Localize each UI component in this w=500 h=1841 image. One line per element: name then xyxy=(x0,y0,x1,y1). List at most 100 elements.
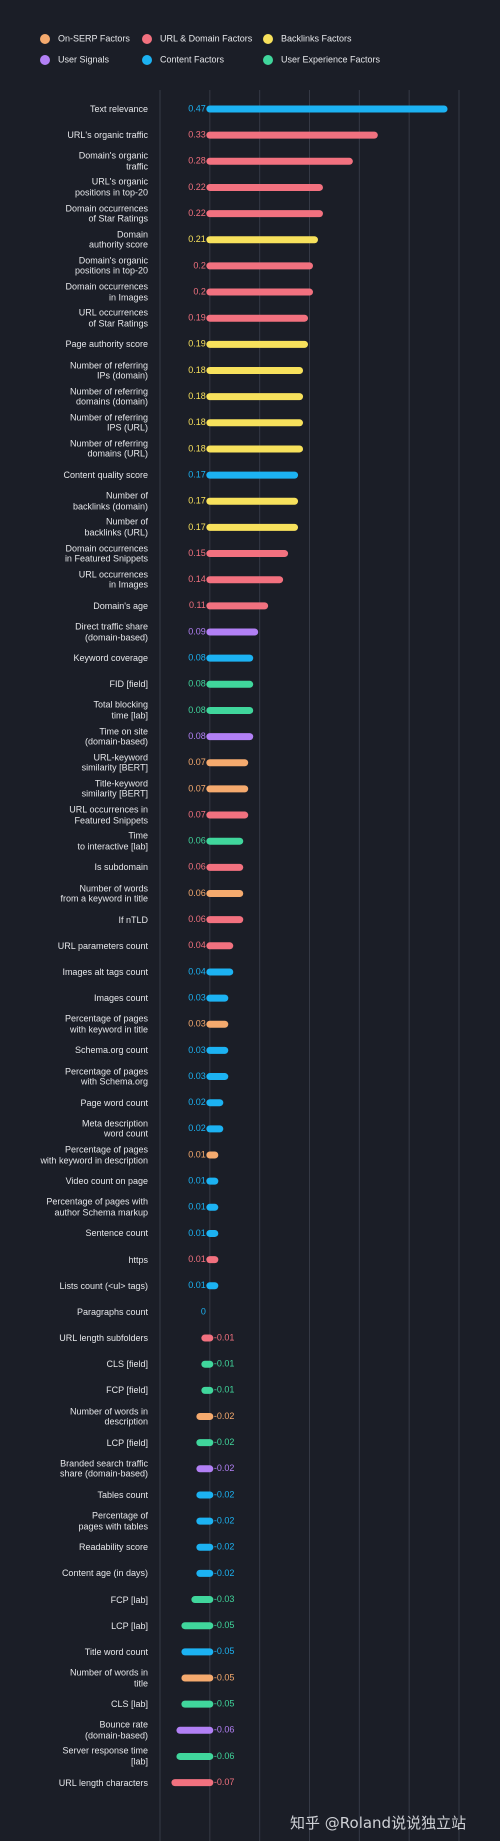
value-label: 0.18 xyxy=(188,443,206,453)
value-label: 0.22 xyxy=(188,182,206,192)
value-label: 0 xyxy=(201,1306,206,1316)
legend-label: On-SERP Factors xyxy=(58,33,130,43)
value-label: 0.17 xyxy=(188,496,206,506)
legend-label: User Experience Factors xyxy=(281,54,381,64)
legend-label: URL & Domain Factors xyxy=(160,33,253,43)
value-label: 0.18 xyxy=(188,365,206,375)
category-label: Branded search traffic share (domain-bas… xyxy=(59,1458,148,1479)
value-label: 0.03 xyxy=(188,1071,206,1081)
value-label: 0.06 xyxy=(188,888,206,898)
category-label: URL parameters count xyxy=(57,940,148,951)
value-label: 0.2 xyxy=(193,260,206,270)
value-label: -0.02 xyxy=(214,1568,235,1578)
value-label: 0.04 xyxy=(188,966,206,976)
category-label: Time on site (domain-based) xyxy=(84,726,148,747)
legend-swatch xyxy=(142,55,152,65)
category-label: Text relevance xyxy=(89,103,148,114)
value-label: 0.2 xyxy=(193,286,206,296)
category-label: Percentage of pages with keyword in titl… xyxy=(64,1013,148,1035)
value-label: -0.05 xyxy=(214,1620,235,1630)
category-label: Bounce rate (domain-based) xyxy=(84,1719,148,1741)
legend-swatch xyxy=(263,34,273,44)
category-label: Lists count (<ul> tags) xyxy=(59,1280,148,1291)
category-label: Is subdomain xyxy=(94,862,148,873)
category-label: Domain occurrences in Images xyxy=(65,281,148,303)
category-label: URL's organic positions in top-20 xyxy=(74,176,148,198)
category-label: Tables count xyxy=(97,1489,148,1500)
value-label: -0.02 xyxy=(214,1515,235,1525)
value-label: 0.02 xyxy=(188,1123,206,1133)
value-label: 0.01 xyxy=(188,1176,206,1186)
value-label: -0.01 xyxy=(214,1359,235,1369)
legend-swatch xyxy=(40,55,50,65)
value-label: 0.04 xyxy=(188,940,206,950)
category-label: Percentage of pages with author Schema m… xyxy=(46,1196,148,1218)
value-label: 0.03 xyxy=(188,1045,206,1055)
value-label: 0.08 xyxy=(188,705,206,715)
category-label: Number of referring domains (URL) xyxy=(69,438,148,459)
category-label: LCP [lab] xyxy=(111,1620,148,1631)
category-label: Number of words in title xyxy=(69,1667,148,1689)
category-label: URL length subfolders xyxy=(59,1332,148,1343)
value-label: -0.02 xyxy=(214,1411,235,1421)
category-label: CLS [field] xyxy=(106,1358,148,1369)
value-label: 0.06 xyxy=(188,914,206,924)
category-label: URL occurrences in Featured Snippets xyxy=(69,804,148,826)
value-label: 0.08 xyxy=(188,653,206,663)
value-label: -0.06 xyxy=(214,1751,235,1761)
category-label: Domain's organic traffic xyxy=(78,150,148,172)
category-label: Number of referring IPs (domain) xyxy=(69,360,148,381)
category-label: LCP [field] xyxy=(106,1437,148,1448)
value-label: -0.01 xyxy=(214,1332,235,1342)
category-label: Number of backlinks (domain) xyxy=(72,490,148,512)
value-label: 0.01 xyxy=(188,1254,206,1264)
value-label: -0.01 xyxy=(214,1385,235,1395)
category-label: FCP [field] xyxy=(106,1385,148,1396)
category-label: Title word count xyxy=(84,1646,148,1657)
value-label: 0.01 xyxy=(188,1202,206,1212)
category-label: Page word count xyxy=(80,1097,148,1108)
category-label: Keyword coverage xyxy=(73,652,148,663)
value-label: 0.22 xyxy=(188,208,206,218)
category-label: URL's organic traffic xyxy=(67,129,148,140)
value-label: -0.02 xyxy=(214,1463,235,1473)
legend-label: Content Factors xyxy=(160,54,225,64)
legend-swatch xyxy=(142,34,152,44)
category-label: Percentage of pages with Schema.org xyxy=(64,1066,148,1087)
value-label: 0.06 xyxy=(188,862,206,872)
value-label: 0.01 xyxy=(188,1228,206,1238)
value-label: 0.17 xyxy=(188,522,206,532)
value-label: 0.14 xyxy=(188,574,206,584)
category-label: Page authority score xyxy=(65,339,148,350)
watermark: 知乎 @Roland说说独立站 xyxy=(290,1814,467,1832)
value-label: 0.08 xyxy=(188,679,206,689)
value-label: 0.07 xyxy=(188,809,206,819)
category-label: Domain occurrences in Featured Snippets xyxy=(64,543,148,564)
category-label: URL occurrences of Star Ratings xyxy=(78,307,148,329)
value-label: 0.09 xyxy=(188,626,206,636)
category-label: Number of words from a keyword in title xyxy=(60,883,148,904)
category-label: Domain occurrences of Star Ratings xyxy=(65,203,148,224)
category-label: https xyxy=(128,1254,148,1265)
category-label: Paragraphs count xyxy=(76,1306,148,1317)
category-label: If nTLD xyxy=(118,914,148,925)
value-label: -0.03 xyxy=(214,1594,235,1604)
category-label: Domain authority score xyxy=(88,229,148,250)
value-label: 0.18 xyxy=(188,417,206,427)
value-label: -0.05 xyxy=(214,1646,235,1656)
value-label: 0.11 xyxy=(189,600,206,610)
category-label: CLS [lab] xyxy=(110,1698,148,1709)
category-label: Number of backlinks (URL) xyxy=(84,516,148,538)
value-label: 0.01 xyxy=(188,1149,206,1159)
value-label: 0.15 xyxy=(188,548,206,558)
category-label: Meta description word count xyxy=(81,1118,148,1139)
category-label: Direct traffic share (domain-based) xyxy=(75,621,148,643)
category-label: Video count on page xyxy=(65,1175,148,1186)
category-label: Percentage of pages with tables xyxy=(78,1510,148,1532)
category-label: Number of referring IPS (URL) xyxy=(69,412,148,433)
legend-swatch xyxy=(263,55,273,65)
category-label: Percentage of pages with keyword in desc… xyxy=(40,1144,148,1166)
value-label: -0.02 xyxy=(214,1437,235,1447)
value-label: 0.17 xyxy=(188,469,206,479)
